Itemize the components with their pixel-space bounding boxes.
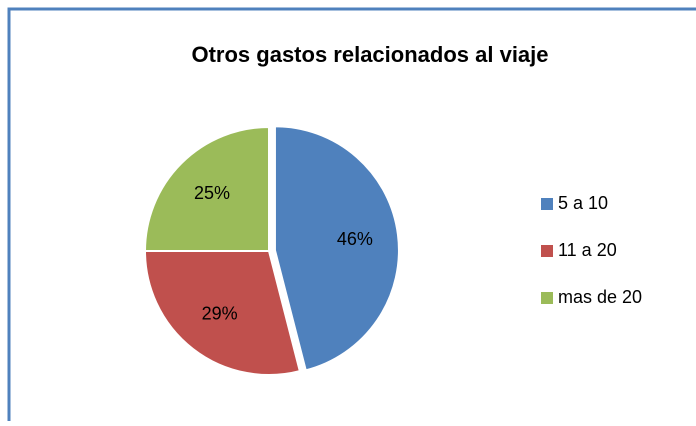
pie-slice [143,250,302,376]
data-label: 25% [194,183,230,203]
pie-slice [273,125,400,372]
pie-slice [143,125,270,252]
data-label: 29% [202,303,238,323]
data-label: 46% [337,229,373,249]
legend-label: mas de 20 [558,287,642,307]
legend-label: 11 a 20 [558,240,617,260]
legend-label: 5 a 10 [558,193,608,213]
chart-title: Otros gastos relacionados al viaje [191,42,548,67]
legend-swatch [541,245,553,257]
legend-swatch [541,198,553,210]
legend-swatch [541,292,553,304]
